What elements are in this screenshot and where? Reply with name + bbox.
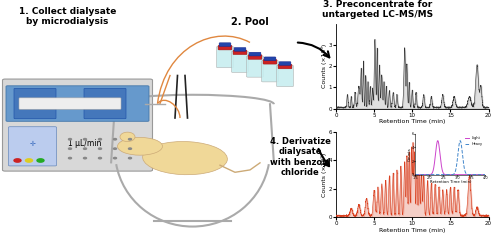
FancyBboxPatch shape bbox=[276, 65, 293, 87]
Circle shape bbox=[14, 159, 21, 162]
Text: ✛: ✛ bbox=[30, 141, 36, 147]
Text: 3. Preconcentrate for
untargeted LC-MS/MS: 3. Preconcentrate for untargeted LC-MS/M… bbox=[322, 0, 433, 19]
FancyBboxPatch shape bbox=[216, 46, 234, 68]
Ellipse shape bbox=[142, 142, 228, 175]
Ellipse shape bbox=[120, 132, 135, 142]
FancyBboxPatch shape bbox=[84, 88, 126, 119]
FancyBboxPatch shape bbox=[6, 86, 149, 121]
Text: 1. Collect dialysate
by microdialysis: 1. Collect dialysate by microdialysis bbox=[19, 7, 116, 26]
Circle shape bbox=[128, 139, 132, 140]
Circle shape bbox=[114, 148, 116, 149]
Y-axis label: Counts (×10⁹): Counts (×10⁹) bbox=[321, 44, 327, 88]
Circle shape bbox=[68, 157, 71, 159]
FancyBboxPatch shape bbox=[278, 64, 292, 69]
Text: 2. Pool: 2. Pool bbox=[231, 17, 269, 26]
Circle shape bbox=[84, 139, 86, 140]
Text: 1 μL/min: 1 μL/min bbox=[68, 139, 102, 148]
FancyBboxPatch shape bbox=[279, 62, 291, 65]
Circle shape bbox=[84, 148, 86, 149]
Circle shape bbox=[128, 148, 132, 149]
Circle shape bbox=[114, 157, 116, 159]
Circle shape bbox=[98, 139, 102, 140]
FancyBboxPatch shape bbox=[264, 57, 276, 61]
FancyBboxPatch shape bbox=[262, 61, 278, 82]
FancyBboxPatch shape bbox=[263, 59, 277, 64]
Circle shape bbox=[128, 157, 132, 159]
FancyBboxPatch shape bbox=[2, 79, 152, 171]
Circle shape bbox=[98, 157, 102, 159]
Circle shape bbox=[84, 157, 86, 159]
Circle shape bbox=[98, 148, 102, 149]
Circle shape bbox=[114, 139, 116, 140]
FancyBboxPatch shape bbox=[19, 98, 121, 109]
FancyBboxPatch shape bbox=[246, 56, 264, 77]
FancyBboxPatch shape bbox=[219, 43, 231, 46]
FancyBboxPatch shape bbox=[248, 55, 262, 59]
FancyBboxPatch shape bbox=[218, 45, 232, 50]
FancyBboxPatch shape bbox=[234, 47, 246, 51]
Circle shape bbox=[26, 159, 32, 162]
Ellipse shape bbox=[118, 137, 162, 155]
FancyBboxPatch shape bbox=[233, 50, 247, 55]
X-axis label: Retention Time (min): Retention Time (min) bbox=[379, 119, 446, 124]
FancyBboxPatch shape bbox=[249, 52, 261, 56]
Circle shape bbox=[37, 159, 44, 162]
Text: 4. Derivatize
dialysate
with benzoyl
chloride: 4. Derivatize dialysate with benzoyl chl… bbox=[270, 137, 330, 177]
FancyBboxPatch shape bbox=[14, 88, 56, 119]
Circle shape bbox=[68, 148, 71, 149]
FancyBboxPatch shape bbox=[8, 127, 56, 166]
X-axis label: Retention Time (min): Retention Time (min) bbox=[379, 228, 446, 233]
Y-axis label: Counts (×10⁹): Counts (×10⁹) bbox=[321, 152, 327, 197]
Circle shape bbox=[68, 139, 71, 140]
FancyBboxPatch shape bbox=[232, 51, 248, 72]
